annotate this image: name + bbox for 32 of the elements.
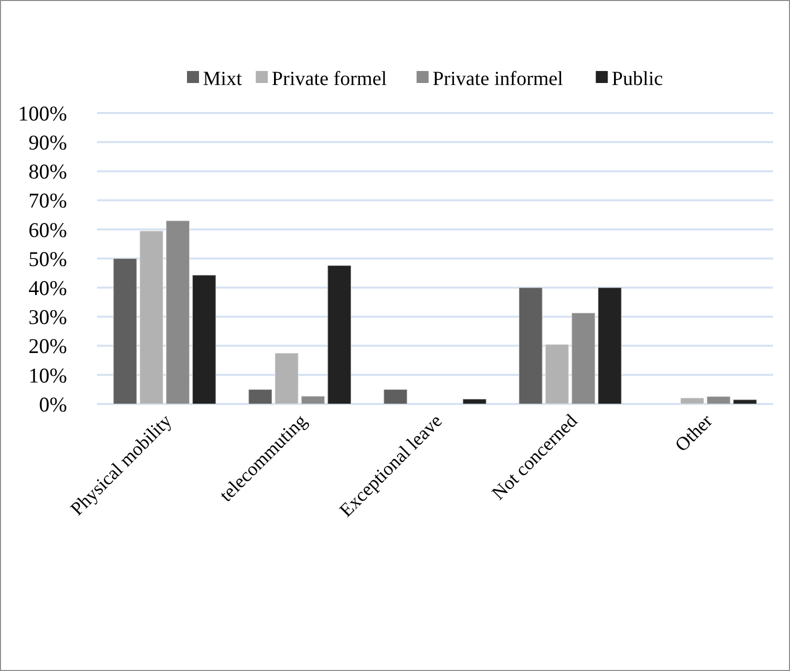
bar bbox=[274, 352, 299, 404]
bar bbox=[166, 220, 190, 404]
bar bbox=[112, 258, 138, 404]
y-tick-label: 70% bbox=[28, 188, 67, 213]
y-tick-label: 80% bbox=[28, 160, 67, 184]
y-tick-label: 100% bbox=[18, 101, 67, 126]
y-tick-label: 60% bbox=[28, 218, 67, 242]
y-tick-label: 0% bbox=[39, 392, 67, 416]
y-tick-label: 20% bbox=[28, 334, 67, 358]
y-tick-label: 50% bbox=[28, 246, 67, 271]
bar bbox=[518, 287, 543, 404]
bar bbox=[571, 312, 596, 404]
bar bbox=[248, 388, 272, 404]
bar bbox=[139, 230, 164, 404]
legend-label: Public bbox=[612, 68, 664, 90]
bar bbox=[544, 344, 570, 404]
y-tick-label: 40% bbox=[28, 276, 67, 300]
bar bbox=[680, 397, 704, 404]
legend-label: Private formel bbox=[272, 68, 388, 90]
y-tick-label: 90% bbox=[28, 130, 67, 154]
bar bbox=[462, 398, 487, 404]
bar bbox=[300, 396, 326, 404]
y-tick-label: 10% bbox=[28, 363, 67, 388]
bar bbox=[192, 274, 216, 404]
bar bbox=[706, 396, 731, 404]
bar bbox=[598, 287, 622, 404]
bar bbox=[383, 388, 408, 404]
y-tick-label: 30% bbox=[28, 305, 67, 330]
bar bbox=[327, 264, 352, 404]
bar bbox=[732, 399, 758, 404]
legend-label: Private informel bbox=[432, 68, 564, 90]
legend-label: Mixt bbox=[203, 68, 242, 90]
